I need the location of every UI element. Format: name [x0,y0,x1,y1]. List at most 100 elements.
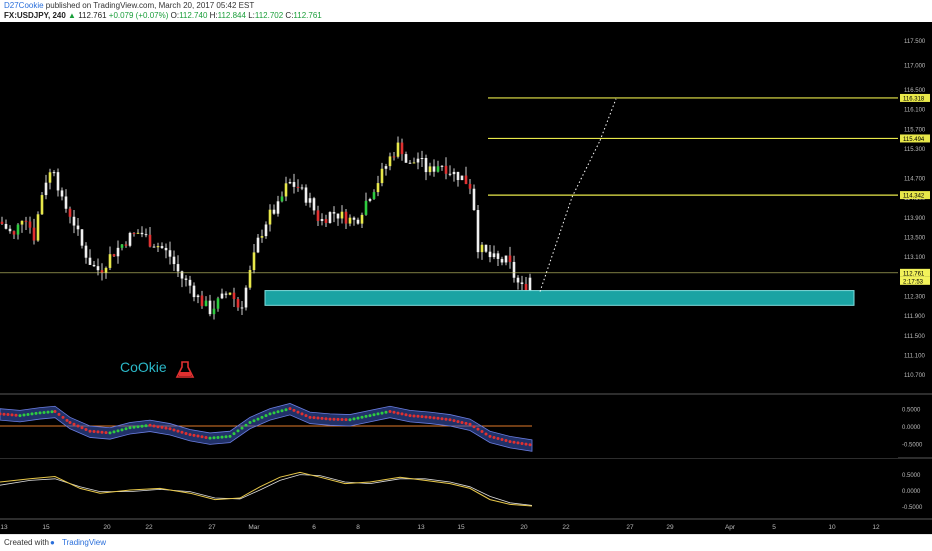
candle-body [496,253,500,259]
indicator1-dot [180,430,184,434]
price-tick-label: 113.100 [904,255,926,261]
indicator1-dot [212,436,216,440]
indicator1-dot [432,416,436,420]
time-tick-label: 12 [872,524,880,531]
candle-body [0,221,4,224]
candle-body [112,254,116,257]
chart-svg[interactable]: CoOkie 117.500 117.000 116.500 116.100 115.7… [0,22,932,534]
indicator1-dot [256,417,260,421]
candle-body [476,210,480,253]
price-pane[interactable] [0,22,898,394]
indicator1-dot [248,421,252,425]
candle-body [216,298,220,309]
indicator1-dot [26,412,30,416]
close-value: 112.761 [293,11,322,20]
indicator1-dot [160,425,164,429]
candle-body [36,214,40,241]
indicator1-dot [496,436,500,440]
price-badge [900,268,930,277]
candle-body [452,171,456,175]
indicator1-dot [440,417,444,421]
candle-body [428,166,432,173]
candle-body [128,232,132,246]
candle-body [524,284,528,292]
indicator1-dot [508,440,512,444]
open-label: O: [170,11,180,20]
time-tick-label: 29 [666,524,674,531]
candle-body [312,198,316,211]
time-tick-label: Apr [725,524,736,531]
indicator1-dot [53,409,57,413]
price-tick-label: 113.900 [904,216,926,222]
tradingview-brand[interactable]: TradingView [62,538,107,547]
indicator1-dot [264,414,268,418]
indicator1-dot [444,417,448,421]
time-axis[interactable]: 13 15 20 22 27 Mar 6 8 13 15 20 22 27 29 Apr 5 10 12 [0,524,880,531]
indicator1-dot [392,410,396,414]
candle-body [168,250,172,257]
indicator1-dot [208,436,212,440]
candle-body [52,172,56,174]
projection-segment [599,98,617,141]
indicator1-dot [220,435,224,439]
candle-body [372,192,376,200]
indicator1-dot [280,409,284,413]
up-arrow-icon: ▲ [68,11,76,20]
candle-body [384,166,388,169]
candle-body [172,256,176,265]
indicator1-dot [316,416,320,420]
candle-body [160,246,164,248]
indicator1-dot [88,429,92,433]
candle-body [368,199,372,201]
indicator1-dot [34,411,38,415]
candle-body [388,156,392,167]
countdown-badge [900,276,930,285]
indicator1-dot [276,410,280,414]
chart-area[interactable]: CoOkie 117.500 117.000 116.500 116.100 115.7… [0,22,932,534]
price-axis[interactable]: 117.500 117.000 116.500 116.100 115.700 115.3… [900,39,930,379]
horizontal-levels [488,97,898,196]
indicator1-dot [520,441,524,445]
indicator1-dot [400,412,404,416]
price-tick-label: 110.700 [904,373,926,379]
time-tick-label: 27 [208,524,216,531]
indicator2-axis[interactable]: 0.5000 0.0000 -0.5000 [902,473,923,511]
indicator1-dot [61,415,65,419]
candle-body [416,158,420,163]
indicator1-dot [372,413,376,417]
candle-body [300,187,304,189]
candle-body [232,292,236,299]
indicator1-dot [428,415,432,419]
price-tick-label: 111.900 [904,314,925,320]
candle-body [356,219,360,224]
price-tick-label: 115.300 [904,147,926,153]
candle-body [456,171,460,181]
indicator1-dot [388,409,392,413]
indicator1-axis[interactable]: 0.5000 0.0000 -0.5000 [902,408,923,449]
symbol-label[interactable]: FX:USDJPY, 240 [4,11,66,20]
candle-body [404,154,408,163]
indicator1-dot [204,435,208,439]
high-value: 112.844 [217,11,246,20]
candle-body [80,229,84,246]
candle-body [376,183,380,193]
last-price: 112.761 [78,11,107,20]
indicator1-dot [128,426,132,430]
candle-body [360,214,364,224]
indicator1-dot [100,430,104,434]
candle-body [500,258,504,263]
candle-body [84,245,88,258]
time-tick-label: 15 [457,524,465,531]
time-tick-label: 13 [0,524,8,531]
candle-body [492,253,496,258]
indicator1-dot [408,414,412,418]
indicator2-pane[interactable] [0,459,898,519]
price-tick-label: 116.500 [904,88,926,94]
author-link[interactable]: D27Cookie [4,1,44,10]
indicator1-dot [84,427,88,431]
candle-body [324,219,328,223]
indicator1-dot [344,418,348,422]
stochastic-k-line [0,471,533,507]
open-value: 112.740 [179,11,208,20]
